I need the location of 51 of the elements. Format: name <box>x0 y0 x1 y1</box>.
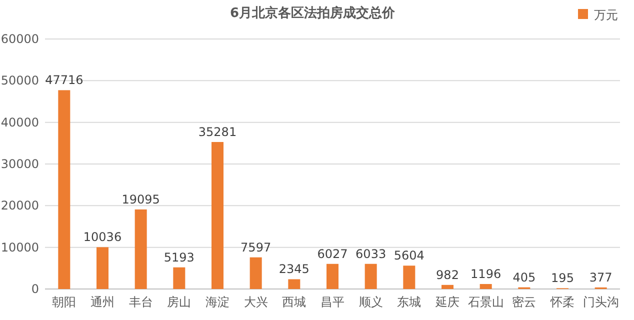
x-tick-label: 西城 <box>282 295 306 309</box>
data-label: 2345 <box>278 262 310 276</box>
x-tick-label: 延庆 <box>434 295 460 309</box>
data-label: 405 <box>512 270 536 284</box>
bar <box>442 284 454 289</box>
bar <box>288 279 300 289</box>
x-tick-label: 顺义 <box>358 295 383 309</box>
y-tick-label: 40000 <box>0 115 39 130</box>
bar <box>58 90 70 289</box>
y-tick-label: 20000 <box>0 198 39 213</box>
x-tick-label: 通州 <box>90 295 114 309</box>
bar <box>480 284 492 289</box>
y-tick-label: 10000 <box>0 240 39 254</box>
data-label: 1196 <box>470 267 502 282</box>
x-tick-label: 石景山 <box>468 295 504 309</box>
bar <box>250 257 262 289</box>
bar <box>364 264 377 289</box>
data-label: 10036 <box>83 230 122 244</box>
x-tick-label: 东城 <box>397 295 422 309</box>
data-label: 5604 <box>394 248 424 263</box>
data-label: 7597 <box>240 240 272 254</box>
data-label: 6027 <box>317 246 348 261</box>
x-tick-label: 海淀 <box>206 295 230 309</box>
data-label: 982 <box>436 268 459 282</box>
y-tick-label: 60000 <box>0 32 39 46</box>
chart-title: 6月北京各区法拍房成交总价 <box>230 5 396 21</box>
legend-label: 万元 <box>594 8 618 22</box>
y-tick-label: 30000 <box>0 157 39 171</box>
x-tick-label: 房山 <box>167 295 192 309</box>
bar <box>134 209 147 289</box>
data-label: 5193 <box>164 250 194 264</box>
x-tick-label: 丰台 <box>128 295 153 309</box>
x-tick-label: 门头沟 <box>582 295 619 309</box>
y-tick-label: 50000 <box>0 74 39 88</box>
data-label: 35281 <box>198 124 237 139</box>
data-label: 377 <box>589 270 612 284</box>
x-tick-label: 昌平 <box>320 295 344 309</box>
data-label: 195 <box>551 271 574 286</box>
bar <box>326 264 338 289</box>
bar <box>212 142 224 289</box>
data-label: 47716 <box>45 73 84 88</box>
bar <box>403 266 416 289</box>
x-tick-label: 密云 <box>512 295 536 309</box>
data-label: 19095 <box>122 192 160 206</box>
x-tick-label: 大兴 <box>244 295 268 309</box>
x-tick-label: 怀柔 <box>550 295 574 309</box>
bar <box>173 267 186 289</box>
x-tick-label: 朝阳 <box>52 295 76 309</box>
y-tick-label: 0 <box>31 282 39 296</box>
bar <box>96 247 108 289</box>
data-label: 6033 <box>356 246 386 261</box>
